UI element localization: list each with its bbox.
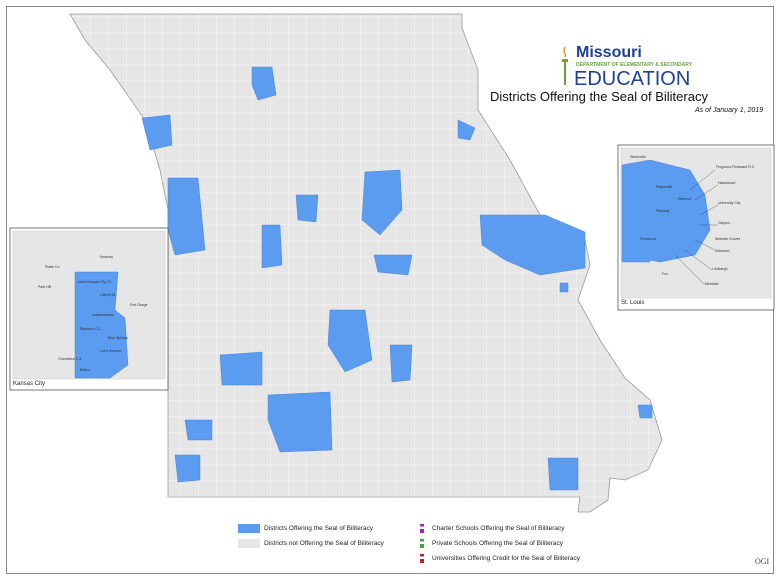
st-louis-label: St. Louis bbox=[621, 300, 645, 306]
logo-department: DEPARTMENT OF ELEMENTARY & SECONDARY bbox=[576, 62, 693, 68]
stl-label: Ferguson-Florissant R-II bbox=[716, 165, 754, 169]
ogi-logo: OGI bbox=[755, 557, 770, 566]
district bbox=[637, 404, 653, 419]
district bbox=[267, 391, 333, 453]
as-of-date: As of January 1, 2019 bbox=[695, 107, 764, 114]
kc-label: Belton bbox=[80, 368, 90, 372]
stl-label: Wentzville bbox=[630, 155, 646, 159]
stl-label: Mehlville bbox=[705, 282, 719, 286]
kc-label: Lee's Summit bbox=[100, 349, 121, 353]
kansas-city-inset: North Kansas City 74 Liberty 53 Independ… bbox=[9, 227, 169, 391]
kc-label: Park Hill bbox=[38, 285, 51, 289]
kc-label: Kearney bbox=[100, 255, 113, 259]
district bbox=[547, 457, 579, 491]
biliteracy-districts bbox=[141, 66, 653, 491]
legend-offering: Districts Offering the Seal of Biliterac… bbox=[264, 525, 373, 532]
kansas-city-label: Kansas City bbox=[13, 381, 46, 387]
district bbox=[479, 214, 586, 276]
logo-state: Missouri bbox=[576, 44, 642, 61]
kc-label: Blue Springs bbox=[108, 336, 128, 340]
legend-swatch-not-offering bbox=[238, 539, 260, 548]
stl-label: Rockwood bbox=[640, 237, 656, 241]
legend-not-offering: Districts not Offering the Seal of Bilit… bbox=[264, 540, 384, 547]
kc-label: Independence bbox=[92, 313, 114, 317]
logo-education: EDUCATION bbox=[574, 68, 691, 90]
kc-label: North Kansas City 74 bbox=[78, 280, 111, 284]
district bbox=[167, 177, 206, 256]
kc-label: Raytown C-2 bbox=[80, 327, 100, 331]
district bbox=[251, 66, 277, 101]
map-title: Districts Offering the Seal of Biliterac… bbox=[490, 89, 708, 104]
st-louis-inset: Ferguson-Florissant R-II Hazelwood Patto… bbox=[617, 144, 775, 311]
legend-charter: Charter Schools Offering the Seal of Bil… bbox=[432, 525, 565, 532]
district bbox=[559, 282, 569, 293]
district bbox=[174, 454, 201, 483]
district bbox=[141, 114, 173, 151]
private-school-pin-icon bbox=[420, 539, 424, 548]
stl-label: Webster Groves bbox=[715, 237, 740, 241]
stl-label: Hazelwood bbox=[718, 181, 735, 185]
torch-icon bbox=[562, 47, 568, 85]
kc-label: Grandview C-4 bbox=[58, 357, 81, 361]
legend-university: Universities Offering Credit for the Sea… bbox=[432, 555, 580, 562]
district bbox=[389, 344, 413, 383]
district bbox=[361, 169, 403, 236]
kc-label: Fort Osage bbox=[130, 303, 148, 307]
stl-label: Clayton bbox=[718, 221, 730, 225]
district bbox=[295, 194, 319, 223]
stl-label: Ritenour bbox=[678, 197, 692, 201]
stl-label: University City bbox=[718, 201, 741, 205]
charter-school-pin-icon bbox=[420, 524, 424, 533]
stl-label: Pattonville bbox=[656, 185, 672, 189]
stl-label: Parkway bbox=[656, 209, 670, 213]
university-pin-icon bbox=[420, 554, 424, 563]
kc-label: Liberty 53 bbox=[100, 293, 115, 297]
state-outline bbox=[69, 13, 663, 513]
stl-label: Fox bbox=[662, 272, 668, 276]
legend-swatch-offering bbox=[238, 524, 260, 533]
kc-label: Platte Co. bbox=[45, 265, 60, 269]
district bbox=[261, 224, 283, 269]
legend-private: Private Schools Offering the Seal of Bil… bbox=[432, 540, 564, 547]
district bbox=[184, 419, 213, 441]
stl-label: Kirkwood bbox=[715, 249, 729, 253]
district bbox=[327, 309, 373, 373]
stl-label: Lindbergh bbox=[712, 267, 728, 271]
district bbox=[373, 254, 413, 276]
district bbox=[219, 351, 263, 386]
district bbox=[457, 119, 476, 141]
